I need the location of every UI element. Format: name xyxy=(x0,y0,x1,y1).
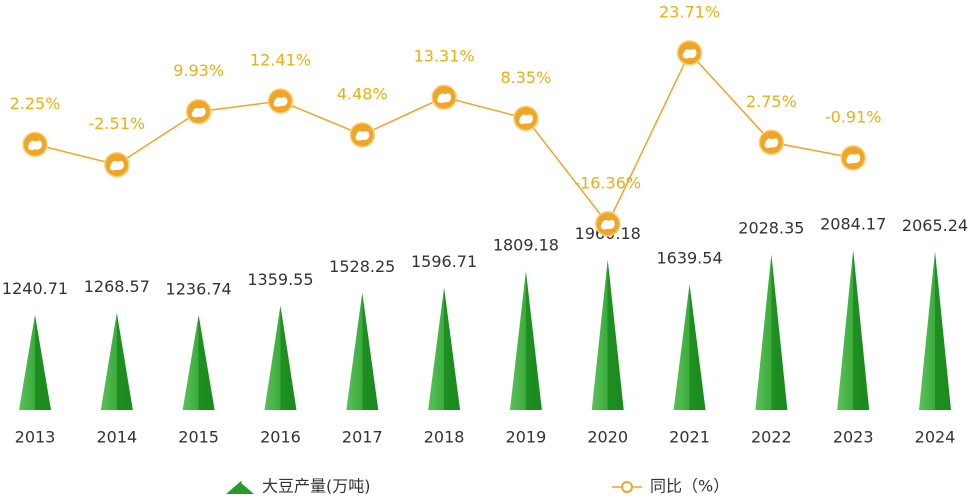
x-tick-label: 2014 xyxy=(96,428,137,447)
bar xyxy=(837,249,870,410)
legend-swatch xyxy=(226,481,256,494)
marker-icon xyxy=(437,93,452,103)
data-label: 2065.24 xyxy=(902,216,968,235)
data-label: -0.91% xyxy=(825,107,882,126)
marker-icon xyxy=(682,48,697,59)
bar xyxy=(428,287,461,410)
legend-label: 大豆产量(万吨) xyxy=(262,477,371,496)
x-tick-label: 2020 xyxy=(587,428,628,447)
marker-icon xyxy=(764,138,779,148)
data-label: 9.93% xyxy=(173,61,224,80)
data-label: 1809.18 xyxy=(493,236,559,255)
marker-icon xyxy=(109,160,124,171)
x-tick-label: 2021 xyxy=(669,428,710,447)
marker-icon xyxy=(600,219,615,230)
bar xyxy=(346,292,379,410)
data-label: 1528.25 xyxy=(329,257,395,276)
x-tick-label: 2019 xyxy=(506,428,547,447)
legend-swatch xyxy=(621,481,633,493)
marker-icon xyxy=(191,107,206,118)
x-tick-label: 2017 xyxy=(342,428,383,447)
data-label: 8.35% xyxy=(500,68,551,87)
data-label: 1596.71 xyxy=(411,252,477,271)
data-label: 2084.17 xyxy=(820,214,886,233)
bar xyxy=(591,259,624,410)
data-label: 13.31% xyxy=(414,47,475,66)
data-label: 23.71% xyxy=(659,2,720,21)
line xyxy=(34,51,854,226)
x-tick-label: 2015 xyxy=(178,428,219,447)
data-label: 1268.57 xyxy=(84,277,150,296)
data-label: 2028.35 xyxy=(738,219,804,238)
marker-icon xyxy=(846,153,861,164)
x-tick-label: 2022 xyxy=(751,428,792,447)
marker-icon xyxy=(518,114,533,125)
bar xyxy=(755,254,788,410)
data-label: 1236.74 xyxy=(166,280,232,299)
x-tick-label: 2013 xyxy=(15,428,56,447)
bar xyxy=(509,271,542,410)
marker-icon xyxy=(273,97,288,107)
bar xyxy=(182,315,215,410)
data-label: 1359.55 xyxy=(247,270,313,289)
data-label: -16.36% xyxy=(574,173,641,192)
marker-icon xyxy=(28,140,42,151)
x-tick-label: 2016 xyxy=(260,428,301,447)
data-label: -2.51% xyxy=(89,114,146,133)
data-label: 1240.71 xyxy=(2,279,68,298)
bar xyxy=(919,251,951,410)
x-tick-label: 2023 xyxy=(833,428,874,447)
data-label: 1639.54 xyxy=(656,249,722,268)
data-label: 2.25% xyxy=(10,94,61,113)
legend-label: 同比（%） xyxy=(650,477,729,496)
bar xyxy=(673,284,706,410)
x-tick-label: 2018 xyxy=(424,428,465,447)
bar xyxy=(264,305,297,410)
bar xyxy=(19,314,51,410)
bar xyxy=(100,312,133,410)
legend: 大豆产量(万吨) 同比（%） xyxy=(226,477,729,496)
data-label: 2.75% xyxy=(746,92,797,111)
data-label: 4.48% xyxy=(337,84,388,103)
data-label: 12.41% xyxy=(250,51,311,70)
x-tick-label: 2024 xyxy=(915,428,956,447)
marker-icon xyxy=(355,130,370,141)
